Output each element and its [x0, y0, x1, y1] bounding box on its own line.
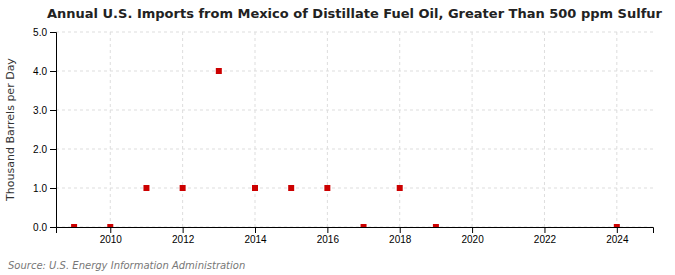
chart: 2010 2012 2014 2016 2018 2020 2022 2024 0.0 1.0 2.… [0, 0, 675, 275]
point [107, 224, 113, 227]
y-tick-label: 2.0 [33, 144, 47, 155]
x-grid-line [544, 32, 545, 227]
point [180, 185, 186, 191]
x-tick-mark [617, 227, 618, 233]
grid [56, 32, 653, 227]
x-tick-mark [472, 227, 473, 233]
x-tick: 2020 [461, 227, 484, 245]
y-grid-line [56, 71, 653, 72]
point [433, 224, 439, 227]
point [397, 185, 403, 191]
y-tick-label: 1.0 [33, 183, 47, 194]
y-tick-mark [50, 71, 56, 72]
y-grid-line [56, 32, 653, 33]
point [216, 68, 222, 74]
points [71, 68, 620, 227]
y-axis-title: Thousand Barrels per Day [4, 58, 17, 202]
y-axis-line [50, 33, 57, 228]
x-axis-line [57, 228, 654, 234]
annotation: Source: U.S. Energy Information Administ… [8, 260, 245, 271]
x-tick: 2022 [534, 227, 557, 245]
x-tick-mark [544, 227, 545, 233]
x-tick-mark [110, 227, 111, 233]
x-tick: 2018 [389, 227, 412, 245]
x-grid-line [327, 32, 328, 227]
x-tick-label: 2014 [244, 234, 267, 245]
point [71, 224, 77, 227]
y-tick: 1.0 [33, 183, 56, 194]
y-grid-line [56, 149, 653, 150]
x-grid-line [255, 32, 256, 227]
x-tick-mark [327, 227, 328, 233]
x-grid-line [182, 32, 183, 227]
x-tick-label: 2010 [100, 234, 123, 245]
y-tick-mark [50, 110, 56, 111]
x-tick: 2014 [244, 227, 267, 245]
x-grid-line [472, 32, 473, 227]
x-tick-label: 2024 [606, 234, 629, 245]
title: Annual U.S. Imports from Mexico of Disti… [47, 6, 663, 21]
x-grid-line [399, 32, 400, 227]
point [143, 185, 149, 191]
x-tick: 2016 [317, 227, 340, 245]
x-tick-label: 2012 [172, 234, 195, 245]
point [324, 185, 330, 191]
x-tick-label: 2020 [461, 234, 484, 245]
y-tick-label: 3.0 [33, 105, 47, 116]
y-tick: 5.0 [33, 27, 56, 38]
y-tick: 3.0 [33, 105, 56, 116]
y-tick-label: 5.0 [33, 27, 47, 38]
x-tick: 2012 [172, 227, 195, 245]
point [252, 185, 258, 191]
y-tick-mark [50, 32, 56, 33]
y-tick-mark [50, 227, 56, 228]
x-tick-label: 2022 [534, 234, 557, 245]
x-axis: 2010 2012 2014 2016 2018 2020 2022 2024 [57, 227, 654, 245]
x-tick-label: 2016 [317, 234, 340, 245]
point [288, 185, 294, 191]
x-grid-line [616, 32, 617, 227]
y-tick-label: 0.0 [33, 222, 47, 233]
y-axis: 0.0 1.0 2.0 3.0 4.0 5.0 [33, 27, 56, 233]
x-tick-mark [400, 227, 401, 233]
point [614, 224, 620, 227]
x-grid-line [110, 32, 111, 227]
y-tick-mark [50, 188, 56, 189]
point [361, 224, 367, 227]
x-tick-mark [183, 227, 184, 233]
y-tick-label: 4.0 [33, 66, 47, 77]
plot: 2010 2012 2014 2016 2018 2020 2022 2024 0.0 1.0 2.… [33, 27, 653, 245]
y-tick: 0.0 [33, 222, 56, 233]
x-tick: 2024 [606, 227, 629, 245]
y-tick-mark [50, 149, 56, 150]
x-tick: 2010 [100, 227, 123, 245]
x-tick-mark [255, 227, 256, 233]
y-tick: 4.0 [33, 66, 56, 77]
y-tick: 2.0 [33, 144, 56, 155]
x-tick-label: 2018 [389, 234, 412, 245]
y-grid-line [56, 110, 653, 111]
